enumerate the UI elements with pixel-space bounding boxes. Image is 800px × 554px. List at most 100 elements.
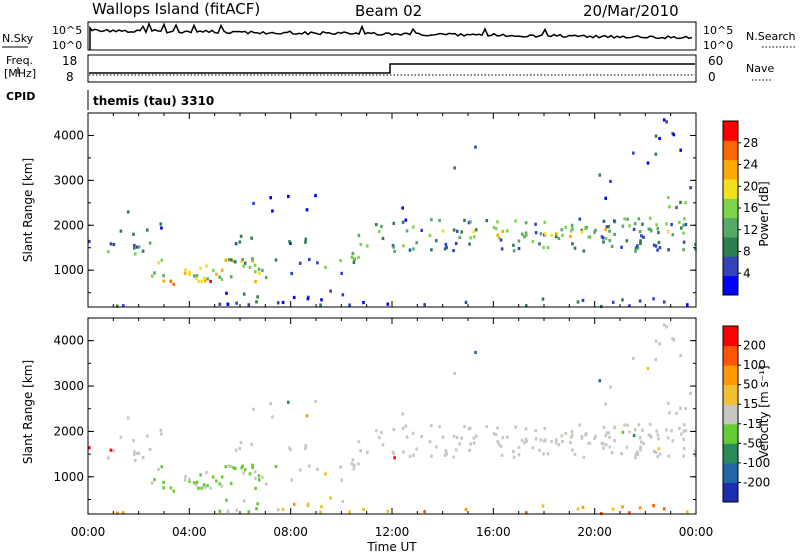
power-data-cell [218, 275, 221, 279]
vel-data-cell [134, 458, 137, 462]
power-data-cell [647, 227, 651, 231]
power-data-cell [623, 217, 626, 221]
vel-data-cell [352, 467, 356, 471]
power-data-cell [658, 136, 661, 141]
vel-data-cell [539, 438, 543, 442]
vel-data-cell [227, 464, 231, 468]
x-axis-label: Time UT [366, 540, 417, 554]
x-tick-label: 12:00 [375, 525, 410, 539]
power-data-cell [352, 260, 356, 264]
power-data-cell [544, 232, 547, 236]
vel-data-cell [658, 342, 661, 346]
vel-data-cell [626, 423, 629, 427]
nsky-label: N.Sky [2, 32, 34, 45]
power-data-cell [654, 134, 658, 138]
power-data-cell [230, 258, 233, 262]
power-data-cell [234, 260, 237, 264]
vel-data-cell [225, 498, 228, 502]
vel-data-cell [226, 509, 230, 513]
power-data-cell [578, 217, 582, 221]
power-data-cell [195, 274, 199, 278]
power-data-cell [686, 303, 689, 307]
vel-data-cell [408, 454, 412, 459]
power-data-cell [308, 257, 311, 262]
vel-data-cell [492, 432, 496, 436]
power-data-cell [472, 230, 476, 234]
vel-data-cell [269, 402, 272, 406]
power-data-cell [550, 233, 553, 237]
power-data-cell [276, 301, 280, 305]
power-data-cell [248, 265, 252, 269]
vel-data-cell [632, 433, 636, 438]
vel-data-cell [341, 500, 345, 504]
vel-data-cell [500, 453, 504, 457]
vel-data-cell [250, 442, 253, 446]
vel-data-cell [668, 411, 671, 415]
vel-data-cell [694, 449, 697, 453]
vel-data-cell [582, 455, 586, 459]
cpid-label: CPID [6, 90, 35, 103]
power-data-cell [122, 304, 125, 308]
vel-data-cell [494, 433, 498, 437]
vel-data-cell [682, 429, 685, 433]
vel-data-cell [404, 424, 408, 428]
power-data-cell [689, 186, 692, 190]
vel-data-cell [229, 481, 233, 486]
vel-data-cell [314, 399, 317, 403]
power-data-cell [679, 148, 682, 152]
vel-data-cell [254, 486, 257, 490]
power-data-cell [602, 240, 605, 244]
power-data-cell [251, 259, 254, 263]
power-data-cell [359, 242, 362, 246]
power-data-cell [682, 223, 685, 227]
power-data-cell [452, 249, 455, 253]
power-data-cell [197, 279, 200, 283]
colorbar-tick-label: -200 [743, 475, 770, 489]
power-data-cell [667, 248, 670, 252]
power-data-cell [218, 302, 222, 306]
vel-data-cell [520, 438, 524, 442]
power-data-cell [256, 295, 259, 299]
power-data-cell [657, 231, 660, 235]
power-data-cell [604, 227, 607, 231]
y-tick-label: 1000 [53, 263, 84, 277]
power-data-cell [206, 277, 209, 281]
colorbar-swatch [723, 159, 738, 180]
power-data-cell [348, 303, 351, 307]
vel-data-cell [652, 504, 655, 508]
power-data-cell [340, 271, 343, 275]
vel-data-cell [524, 437, 528, 441]
power-data-cell [183, 271, 187, 275]
vel-data-cell [613, 425, 616, 429]
vel-data-cell [205, 470, 208, 475]
vel-data-cell [169, 486, 173, 490]
power-data-cell [288, 240, 291, 244]
vel-data-cell [281, 507, 285, 512]
vel-data-cell [569, 435, 573, 439]
power-data-cell [445, 246, 448, 250]
vel-data-cell [188, 477, 191, 481]
vel-data-cell [517, 453, 521, 457]
vel-data-cell [570, 429, 574, 434]
power-data-cell [141, 249, 145, 253]
power-data-cell [594, 228, 597, 232]
colorbar-swatch [723, 140, 738, 161]
power-data-cell [199, 266, 202, 270]
power-data-cell [501, 229, 505, 233]
vel-data-cell [638, 436, 642, 440]
power-data-cell [571, 242, 574, 246]
vel-data-cell [464, 507, 468, 511]
vel-data-cell [257, 474, 261, 478]
nsearch-tick-bottom: 10^0 [703, 39, 733, 52]
vel-data-cell [234, 466, 237, 470]
vel-data-cell [671, 439, 675, 443]
power-data-cell [642, 235, 645, 239]
power-data-cell [497, 236, 501, 240]
vel-data-cell [501, 436, 505, 440]
power-data-cell [576, 300, 580, 304]
vel-data-cell [202, 483, 206, 487]
power-data-cell [520, 232, 524, 236]
vel-data-cell [253, 470, 257, 474]
power-data-cell [316, 261, 319, 265]
power-data-cell [656, 248, 659, 252]
